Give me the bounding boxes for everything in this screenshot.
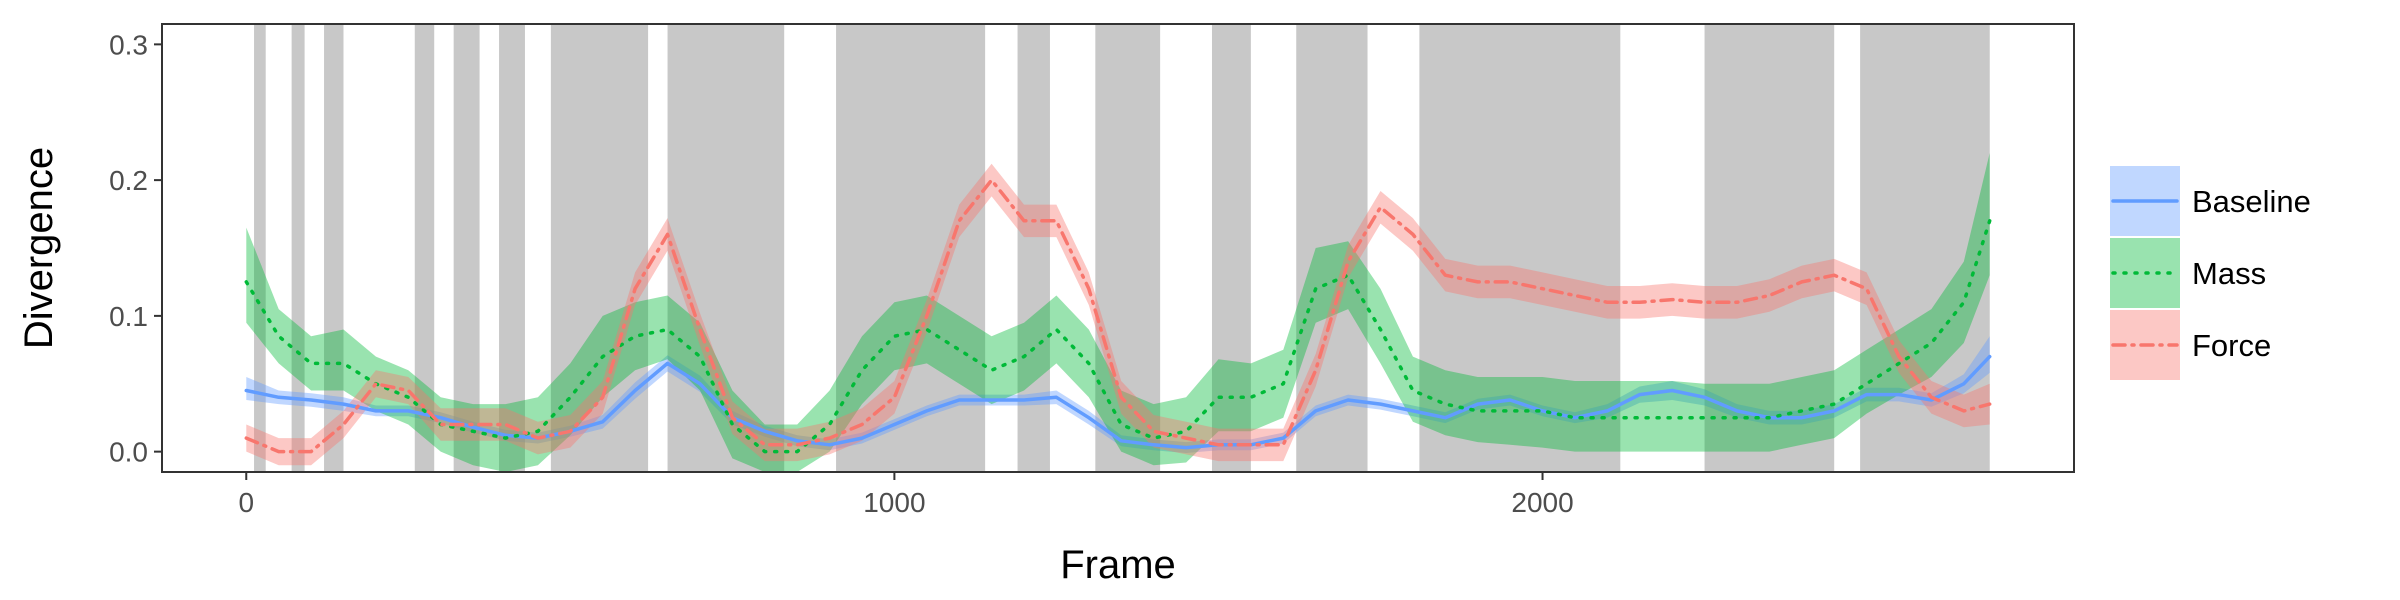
x-tick-label: 0	[238, 487, 254, 518]
band-baseline	[246, 336, 1990, 453]
shaded-region	[1704, 24, 1835, 472]
shaded-region	[836, 24, 986, 472]
plot-border	[161, 23, 2075, 473]
shaded-region	[1095, 24, 1161, 472]
shaded-region	[254, 24, 266, 472]
shaded-region	[324, 24, 344, 472]
shaded-region	[667, 24, 785, 472]
legend-label: Baseline	[2192, 184, 2311, 219]
confidence-bands	[246, 153, 1990, 472]
y-tick-label: 0.0	[109, 437, 148, 468]
legend: Baseline Mass Force	[2110, 166, 2311, 380]
band-force	[246, 163, 1990, 466]
line-mass	[244, 219, 1992, 454]
shaded-region	[1419, 24, 1621, 472]
shaded-region	[291, 24, 305, 472]
legend-label: Force	[2192, 328, 2271, 363]
x-tick-label: 1000	[863, 487, 925, 518]
y-tick-label: 0.1	[109, 301, 148, 332]
y-tick-label: 0.3	[109, 29, 148, 60]
x-axis: 0 1000 2000	[238, 472, 1574, 518]
line-force	[244, 178, 1992, 454]
shaded-region	[499, 24, 525, 472]
y-tick-label: 0.2	[109, 165, 148, 196]
shaded-region	[453, 24, 480, 472]
y-axis-title: Divergence	[17, 147, 61, 349]
y-axis: 0.0 0.1 0.2 0.3	[109, 29, 162, 468]
shaded-region	[414, 24, 435, 472]
band-mass	[246, 153, 1990, 472]
x-tick-label: 2000	[1511, 487, 1573, 518]
x-axis-title: Frame	[1060, 543, 1176, 587]
series-lines	[244, 178, 1992, 454]
legend-label: Mass	[2192, 256, 2266, 291]
shaded-regions	[254, 24, 1990, 472]
shaded-region	[550, 24, 649, 472]
